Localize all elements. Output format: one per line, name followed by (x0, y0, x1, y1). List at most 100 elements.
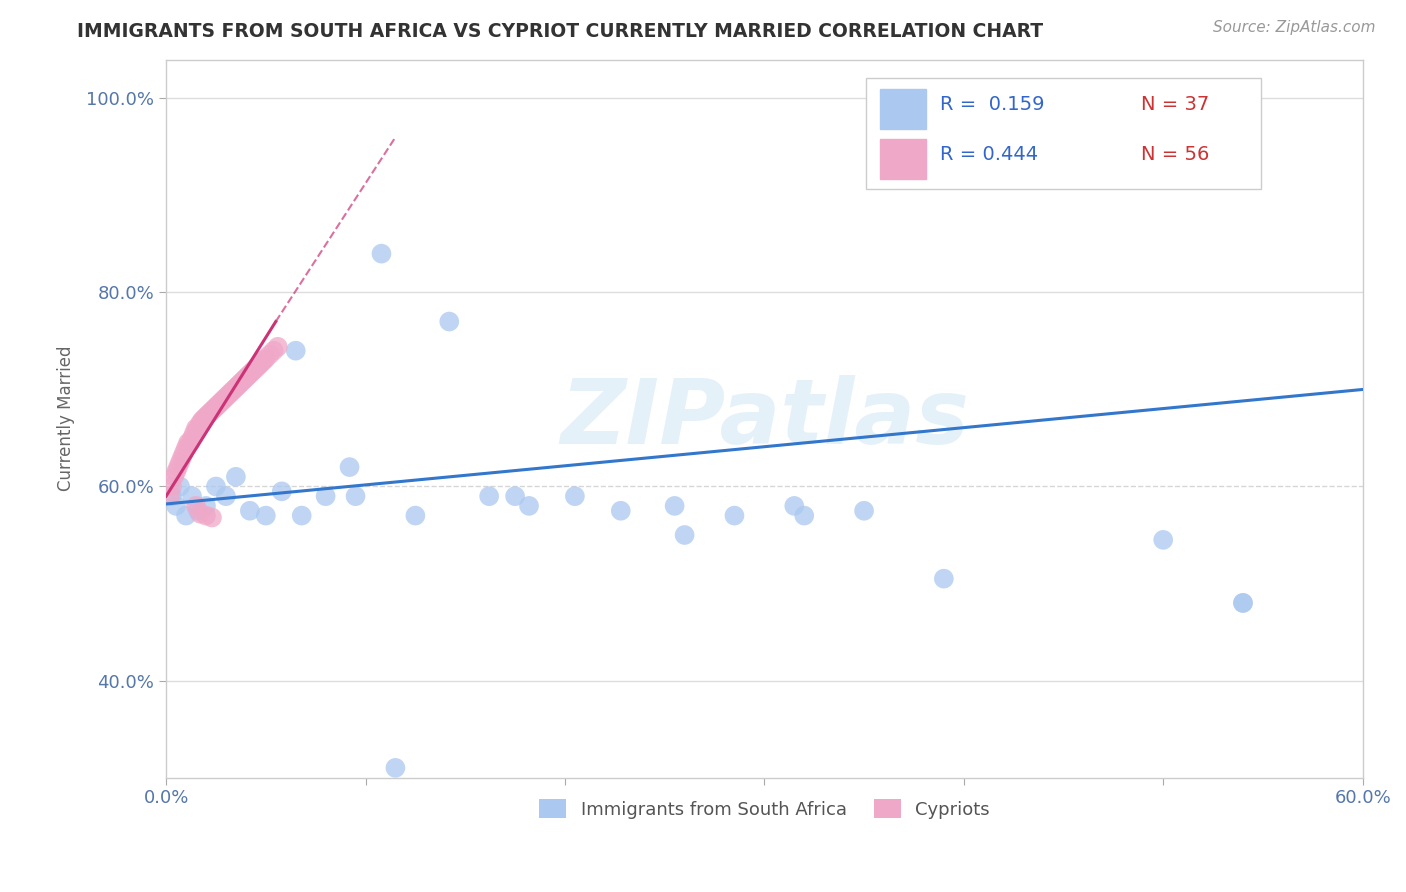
Point (236, 368, 259, 383)
Point (240, 365, 263, 379)
Point (187, 504, 209, 518)
Text: R =  0.159: R = 0.159 (941, 95, 1045, 114)
Point (207, 398, 229, 412)
Point (169, 479, 191, 493)
Point (201, 404, 224, 418)
Point (239, 504, 262, 518)
Point (231, 375, 253, 389)
Point (184, 499, 207, 513)
Point (235, 371, 257, 385)
Point (163, 470, 186, 484)
Point (284, 343, 307, 358)
Point (232, 373, 254, 387)
Point (198, 406, 221, 420)
Point (225, 380, 247, 394)
Point (853, 504, 876, 518)
Point (478, 489, 501, 503)
Point (243, 363, 266, 377)
Point (384, 761, 406, 775)
Point (222, 383, 245, 397)
Point (188, 507, 211, 521)
Text: Source: ZipAtlas.com: Source: ZipAtlas.com (1212, 20, 1375, 35)
Point (229, 376, 252, 391)
Point (439, 314, 461, 328)
Point (173, 445, 195, 459)
Text: ZIPatlas: ZIPatlas (560, 375, 969, 463)
Point (165, 499, 187, 513)
Point (932, 572, 955, 586)
Point (191, 413, 214, 427)
Point (254, 508, 277, 523)
Text: R = 0.444: R = 0.444 (941, 145, 1039, 164)
FancyBboxPatch shape (866, 78, 1261, 189)
Point (170, 450, 193, 465)
Point (404, 508, 426, 523)
Point (169, 455, 191, 469)
Point (793, 508, 815, 523)
Point (212, 392, 235, 407)
Point (517, 499, 540, 513)
Point (246, 359, 269, 374)
Point (270, 484, 292, 499)
Point (174, 508, 197, 523)
Point (253, 353, 276, 368)
Legend: Immigrants from South Africa, Cypriots: Immigrants from South Africa, Cypriots (531, 792, 997, 826)
Point (259, 347, 281, 361)
Point (673, 528, 696, 542)
Point (315, 489, 337, 503)
Point (254, 351, 277, 366)
Point (263, 343, 285, 358)
Point (205, 479, 228, 493)
Bar (880, 89, 927, 128)
Point (208, 396, 231, 410)
Point (181, 431, 204, 445)
Point (202, 401, 225, 416)
Text: IMMIGRANTS FROM SOUTH AFRICA VS CYPRIOT CURRENTLY MARRIED CORRELATION CHART: IMMIGRANTS FROM SOUTH AFRICA VS CYPRIOT … (77, 22, 1043, 41)
Point (201, 510, 224, 524)
Point (183, 426, 205, 441)
Point (339, 460, 361, 475)
Y-axis label: Currently Married: Currently Married (58, 346, 75, 491)
Point (195, 409, 218, 424)
Point (197, 408, 219, 422)
Point (205, 400, 228, 414)
Point (249, 357, 271, 371)
Point (1152, 533, 1174, 547)
Bar (880, 139, 927, 178)
Point (226, 378, 249, 392)
Point (1232, 596, 1254, 610)
Point (221, 384, 243, 399)
Point (193, 411, 215, 425)
Text: N = 37: N = 37 (1142, 95, 1209, 114)
Point (160, 489, 183, 503)
Point (179, 435, 201, 450)
Point (344, 489, 367, 503)
Point (174, 441, 197, 455)
Point (225, 470, 247, 484)
Point (187, 421, 209, 435)
Point (245, 361, 267, 376)
Point (215, 489, 238, 503)
Point (181, 489, 204, 503)
Point (219, 386, 242, 401)
Point (239, 367, 262, 381)
Point (783, 499, 806, 513)
Point (664, 499, 686, 513)
Text: N = 56: N = 56 (1142, 145, 1209, 164)
Point (370, 246, 392, 260)
Point (215, 390, 238, 404)
Point (159, 489, 181, 503)
Point (167, 460, 190, 475)
Point (564, 489, 586, 503)
Point (188, 417, 211, 431)
Point (1232, 596, 1254, 610)
Point (723, 508, 745, 523)
Point (503, 489, 526, 503)
Point (195, 499, 218, 513)
Point (211, 394, 233, 409)
Point (267, 340, 290, 354)
Point (610, 504, 633, 518)
Point (177, 435, 200, 450)
Point (160, 479, 183, 493)
Point (165, 465, 187, 479)
